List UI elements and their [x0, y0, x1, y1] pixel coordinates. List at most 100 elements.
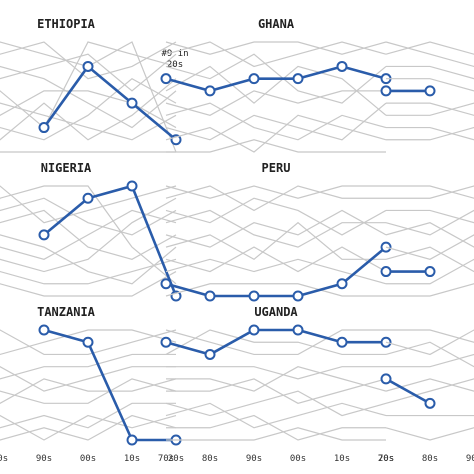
panel-title: NIGERIA — [41, 161, 92, 175]
highlight-point — [424, 266, 436, 278]
background-series-line — [385, 234, 474, 260]
background-series-line — [165, 41, 387, 55]
background-series-line — [386, 185, 474, 199]
highlight-point — [380, 266, 392, 278]
background-series-line — [166, 427, 386, 441]
x-tick-label: 80s — [422, 454, 438, 464]
background-series-line — [165, 102, 387, 141]
background-series-line — [165, 221, 386, 261]
x-tick-label: 90s — [246, 454, 262, 464]
background-series-line — [0, 185, 177, 285]
background-series-line — [165, 65, 387, 116]
highlight-series-line — [43, 184, 178, 297]
x-tick-label: 00s — [290, 454, 306, 464]
highlight-series-line — [385, 377, 431, 405]
background-series-line — [385, 209, 474, 236]
background-series-line — [165, 197, 387, 236]
background-series-line — [165, 185, 386, 199]
annotation-label: #9 in — [161, 49, 188, 59]
background-series-line — [165, 114, 387, 153]
panel: TANZANIA 70s 80s 90s 00s 10s 20s — [0, 305, 184, 464]
x-tick-label: 70s — [378, 454, 394, 464]
highlight-point — [38, 122, 50, 134]
highlight-point — [292, 290, 304, 302]
background-series-line — [165, 390, 387, 417]
highlight-point — [336, 60, 348, 72]
highlight-point — [292, 324, 304, 336]
background-series-line — [0, 378, 177, 404]
highlight-point — [204, 85, 216, 97]
background-series-line — [165, 209, 387, 248]
background-series-line — [0, 234, 177, 285]
panel — [380, 185, 474, 297]
background-series-line — [0, 353, 176, 380]
background-series-line — [386, 353, 474, 368]
background-series-line — [165, 53, 387, 104]
highlight-point — [248, 290, 260, 302]
x-tick-label: 20s — [168, 454, 184, 464]
background-series-line — [166, 414, 386, 441]
background-series-line — [0, 41, 177, 153]
x-tick-label: 70s — [158, 454, 174, 464]
highlight-point — [82, 336, 94, 348]
panel-title: UGANDA — [254, 305, 298, 319]
background-series-line — [386, 329, 474, 343]
background-series-line — [165, 246, 387, 273]
background-series-line — [386, 78, 474, 92]
highlight-point — [82, 60, 94, 72]
highlight-point — [126, 434, 138, 446]
highlight-point — [126, 97, 138, 109]
background-series-line — [385, 329, 474, 356]
highlight-point — [38, 229, 50, 241]
background-series-line — [0, 366, 176, 392]
highlight-point — [160, 278, 172, 290]
annotation-label: 20s — [167, 60, 183, 70]
x-tick-label: 10s — [334, 454, 350, 464]
background-series-line — [0, 90, 177, 129]
highlight-point — [126, 180, 138, 192]
highlight-point — [38, 324, 50, 336]
highlight-point — [204, 290, 216, 302]
x-tick-label: 90s — [466, 454, 474, 464]
highlight-point — [380, 373, 392, 385]
panel: GHANA — [160, 17, 392, 153]
background-series-line — [386, 258, 474, 285]
background-series-line — [165, 402, 387, 429]
highlight-series-line — [165, 246, 387, 298]
background-series-line — [165, 185, 386, 212]
highlight-point — [82, 192, 94, 204]
background-series-line — [386, 126, 474, 141]
highlight-series-line — [42, 65, 177, 141]
background-series-line — [165, 41, 387, 68]
highlight-point — [160, 336, 172, 348]
background-series-line — [165, 258, 387, 285]
background-series-line — [386, 102, 474, 116]
background-series-line — [165, 329, 386, 356]
panel — [380, 41, 474, 141]
background-series-line — [385, 41, 474, 55]
background-series-line — [0, 197, 177, 273]
background-series-line — [0, 402, 176, 429]
background-series-line — [165, 329, 386, 356]
highlight-point — [204, 348, 216, 360]
panel-title: TANZANIA — [37, 305, 96, 319]
highlight-point — [380, 85, 392, 97]
x-tick-label: 00s — [80, 454, 96, 464]
background-series-line — [386, 209, 474, 224]
background-series-line — [166, 366, 387, 392]
highlight-point — [424, 397, 436, 409]
x-tick-label: 20s — [378, 454, 394, 464]
background-series-line — [0, 414, 177, 441]
background-series-line — [165, 90, 386, 116]
highlight-series-line — [165, 65, 387, 93]
background-series-line — [0, 271, 177, 297]
background-series-line — [166, 139, 386, 153]
background-series-line — [386, 126, 474, 141]
background-series-line — [0, 378, 177, 404]
highlight-point — [336, 278, 348, 290]
background-series-line — [386, 102, 474, 116]
highlight-point — [248, 324, 260, 336]
